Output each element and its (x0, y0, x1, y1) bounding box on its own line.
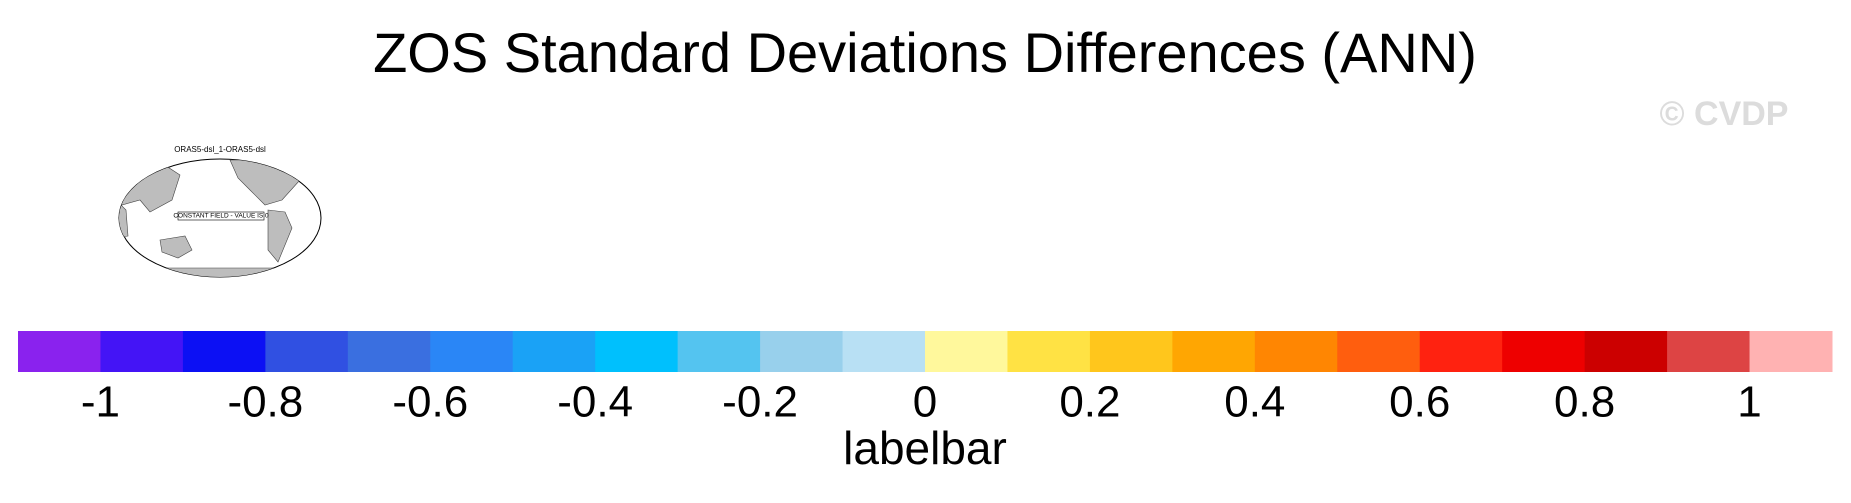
colorbar-box (1172, 331, 1256, 372)
colorbar-box (347, 331, 431, 372)
tick-label: -0.8 (227, 378, 303, 427)
colorbar-box (760, 331, 844, 372)
panel-title: ORAS5-dsl_1-ORAS5-dsl (174, 145, 266, 154)
colorbar-box (18, 331, 101, 372)
colorbar-box (1749, 331, 1833, 372)
tick-label: 0.6 (1389, 378, 1450, 427)
colorbar-box (1337, 331, 1421, 372)
colorbar-box (512, 331, 596, 372)
colorbar-box (1089, 331, 1173, 372)
tick-label: 0.8 (1554, 378, 1615, 427)
colorbar-box (925, 331, 1008, 372)
tick-label: 0.2 (1059, 378, 1120, 427)
map-panel: ORAS5-dsl_1-ORAS5-dsl CONSTANT FIELD - V… (118, 145, 322, 278)
colorbar-box (430, 331, 514, 372)
colorbar-label: labelbar (843, 422, 1007, 474)
tick-label: -0.4 (557, 378, 633, 427)
colorbar-box (1667, 331, 1751, 372)
panel-message: CONSTANT FIELD - VALUE IS 0 (173, 213, 269, 220)
tick-label: 0.4 (1224, 378, 1285, 427)
colorbar-box (1254, 331, 1338, 372)
figure-title: ZOS Standard Deviations Differences (ANN… (373, 21, 1477, 84)
colorbar-box (100, 331, 184, 372)
colorbar-box (1419, 331, 1503, 372)
tick-label: -1 (81, 378, 120, 427)
colorbar-box (182, 331, 266, 372)
colorbar-box (1502, 331, 1586, 372)
tick-label: 0 (913, 378, 937, 427)
panel-message-box (177, 211, 265, 221)
colorbar-box (1007, 331, 1091, 372)
colorbar-box (842, 331, 926, 372)
tick-label: 1 (1737, 378, 1761, 427)
tick-label: -0.2 (722, 378, 798, 427)
colorbar-box (677, 331, 761, 372)
tick-label: -0.6 (392, 378, 468, 427)
colorbar-box (595, 331, 679, 372)
colorbar-box (1584, 331, 1668, 372)
colorbar-box (265, 331, 349, 372)
watermark: © CVDP (1660, 95, 1789, 133)
